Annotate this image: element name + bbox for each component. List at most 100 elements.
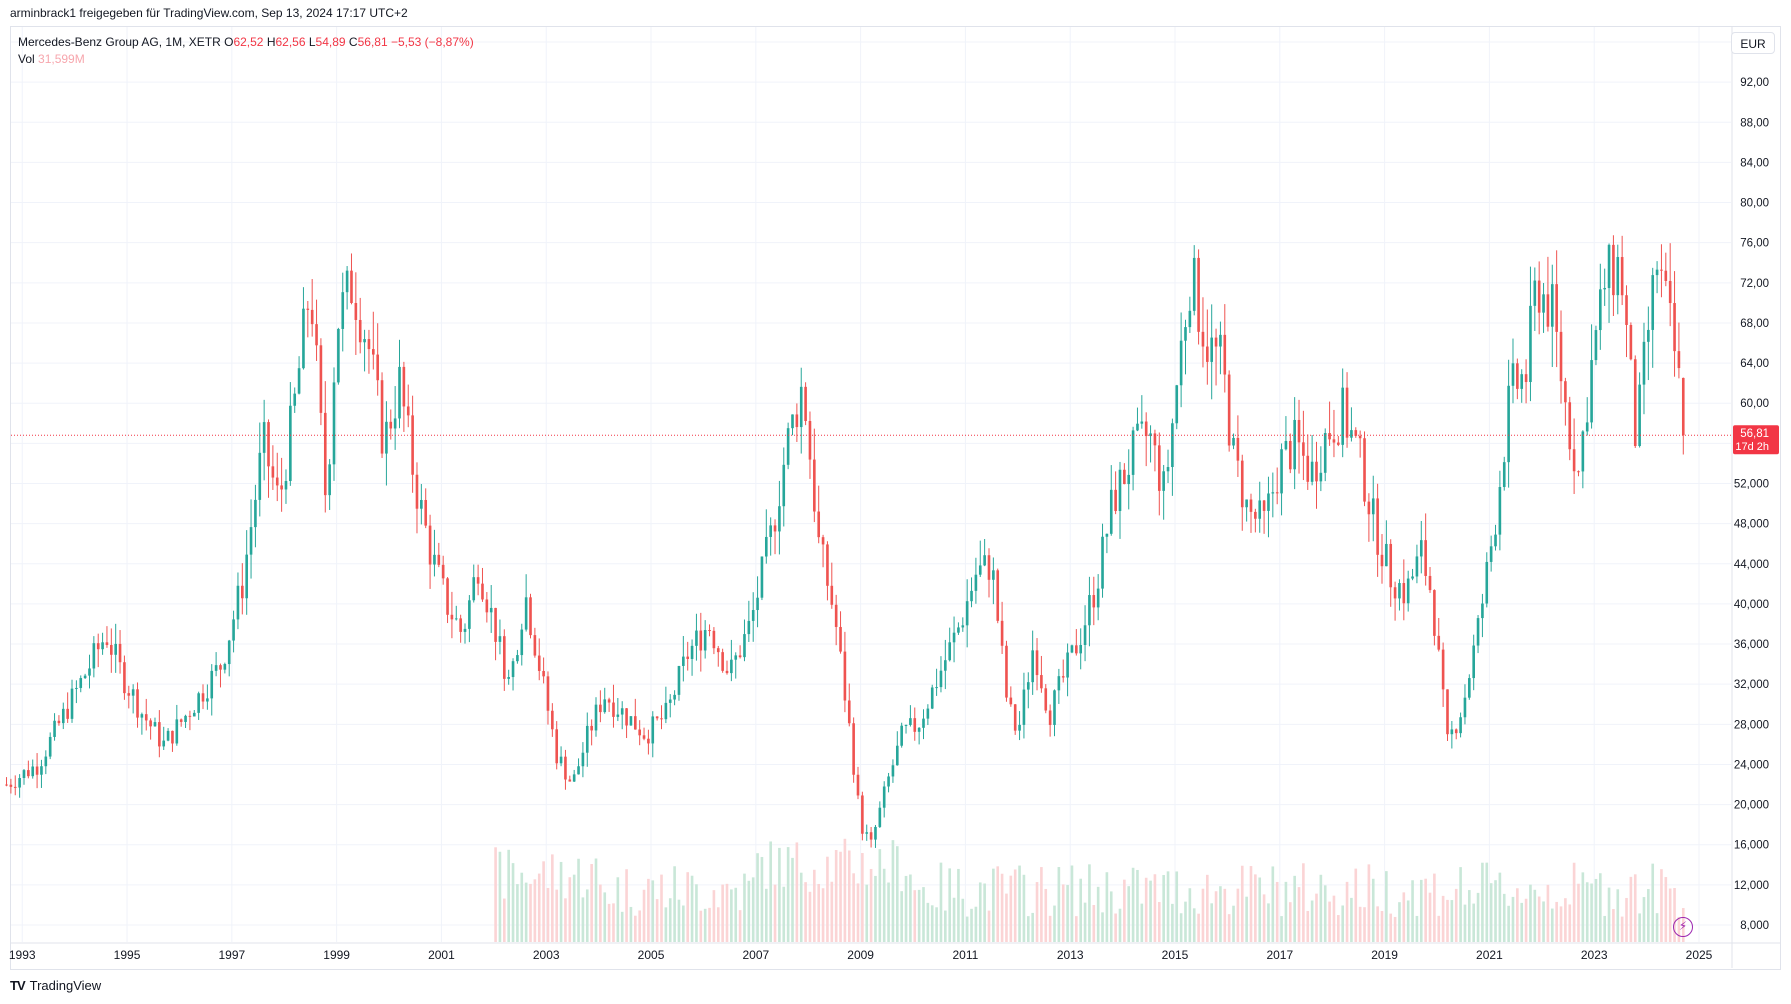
volume-bar <box>799 872 803 942</box>
volume-bar <box>909 874 912 942</box>
candle-body <box>302 308 305 369</box>
volume-bar <box>1066 885 1069 942</box>
volume-bar <box>834 850 838 942</box>
candle-body <box>53 720 56 737</box>
candle-body <box>1175 385 1179 424</box>
volume-bar <box>1363 907 1366 942</box>
candle-body <box>262 422 266 453</box>
volume-bar <box>660 874 663 942</box>
volume-bar <box>1131 867 1135 942</box>
candle-body <box>1026 682 1030 690</box>
volume-bar <box>1232 905 1235 942</box>
volume-bar <box>1175 871 1179 942</box>
volume-bar <box>1000 873 1004 942</box>
candle-body <box>895 745 899 766</box>
candle-body <box>402 366 406 407</box>
volume-bar <box>1433 873 1436 942</box>
volume-bar <box>1572 862 1576 942</box>
candle-body <box>1358 435 1362 439</box>
candle-body <box>882 786 886 808</box>
volume-bar <box>1310 900 1314 942</box>
candle-body <box>786 428 790 465</box>
candle-body <box>446 578 449 615</box>
volume-bar <box>1284 881 1288 942</box>
x-tick-label: 2013 <box>1057 948 1084 962</box>
candle-body <box>1537 280 1541 313</box>
candle-body <box>682 656 685 666</box>
candle-body <box>1197 257 1200 332</box>
volume-bar <box>839 851 842 942</box>
y-tick-label: 44,000 <box>1734 559 1769 571</box>
candle-body <box>297 368 301 394</box>
candle-body <box>1240 460 1244 508</box>
candle-body <box>372 349 375 355</box>
volume-bar <box>874 875 877 942</box>
candle-body <box>730 659 733 674</box>
volume-bar <box>507 849 510 942</box>
volume-bar <box>699 910 703 942</box>
volume-bar <box>1328 901 1331 942</box>
candle-body <box>1502 462 1506 487</box>
y-tick-label: 20,000 <box>1734 800 1769 812</box>
candle-body <box>254 499 257 528</box>
volume-bar <box>1599 873 1602 942</box>
volume-bar <box>1075 916 1078 942</box>
candle-body <box>476 577 480 584</box>
volume-bar <box>1402 892 1406 942</box>
candle-body <box>1393 587 1397 599</box>
candle-body <box>9 784 13 787</box>
price-tag <box>1733 425 1779 455</box>
candle-body <box>144 714 148 721</box>
symbol-label[interactable]: Mercedes-Benz Group AG, 1M, XETR <box>18 35 221 49</box>
volume-bar <box>747 880 751 942</box>
candle-body <box>1542 294 1545 313</box>
volume-bar <box>516 884 519 942</box>
volume-bar <box>1668 888 1672 942</box>
candle-body <box>22 770 26 778</box>
volume-bar <box>1494 880 1497 942</box>
volume-bar <box>542 861 545 942</box>
candle-body <box>1079 645 1083 654</box>
volume-bar <box>1638 913 1641 942</box>
tradingview-footer[interactable]: TV TradingView <box>10 978 101 993</box>
candle-body <box>926 708 930 719</box>
lightning-icon[interactable]: ⚡ <box>1673 917 1693 937</box>
candle-body <box>1677 351 1681 369</box>
volume-bar <box>751 877 755 942</box>
candle-body <box>1468 678 1471 698</box>
candle-body <box>1096 588 1100 608</box>
volume-bar <box>581 897 585 942</box>
volume-bar <box>760 856 764 942</box>
volume-bar <box>734 887 738 942</box>
x-tick-label: 1995 <box>114 948 141 962</box>
candle-body <box>1546 294 1550 327</box>
candle-body <box>454 618 458 620</box>
volume-bar <box>721 884 724 942</box>
candle-body <box>887 776 890 787</box>
candle-body <box>66 708 69 719</box>
currency-button[interactable]: EUR <box>1731 32 1775 54</box>
candle-body <box>607 699 611 703</box>
candle-body <box>1302 442 1305 456</box>
candle-body <box>1009 697 1013 705</box>
candle-body <box>616 714 620 717</box>
chart-frame[interactable] <box>10 26 1781 970</box>
candle-body <box>638 729 641 736</box>
candle-body <box>978 565 982 575</box>
candle-body <box>358 319 362 343</box>
candle-body <box>323 412 327 496</box>
volume-bar <box>1105 872 1109 942</box>
volume-bar <box>1035 882 1039 942</box>
volume-bar <box>852 873 855 942</box>
candle-body <box>520 629 524 656</box>
candle-body <box>1061 676 1065 678</box>
candle-body <box>1581 431 1585 472</box>
candle-body <box>747 620 751 635</box>
volume-bar <box>1144 877 1148 942</box>
volume-bar <box>1140 903 1144 942</box>
candle-body <box>175 719 179 744</box>
volume-bar <box>926 902 930 942</box>
volume-label[interactable]: Vol <box>18 52 35 66</box>
volume-bar <box>1411 880 1414 942</box>
